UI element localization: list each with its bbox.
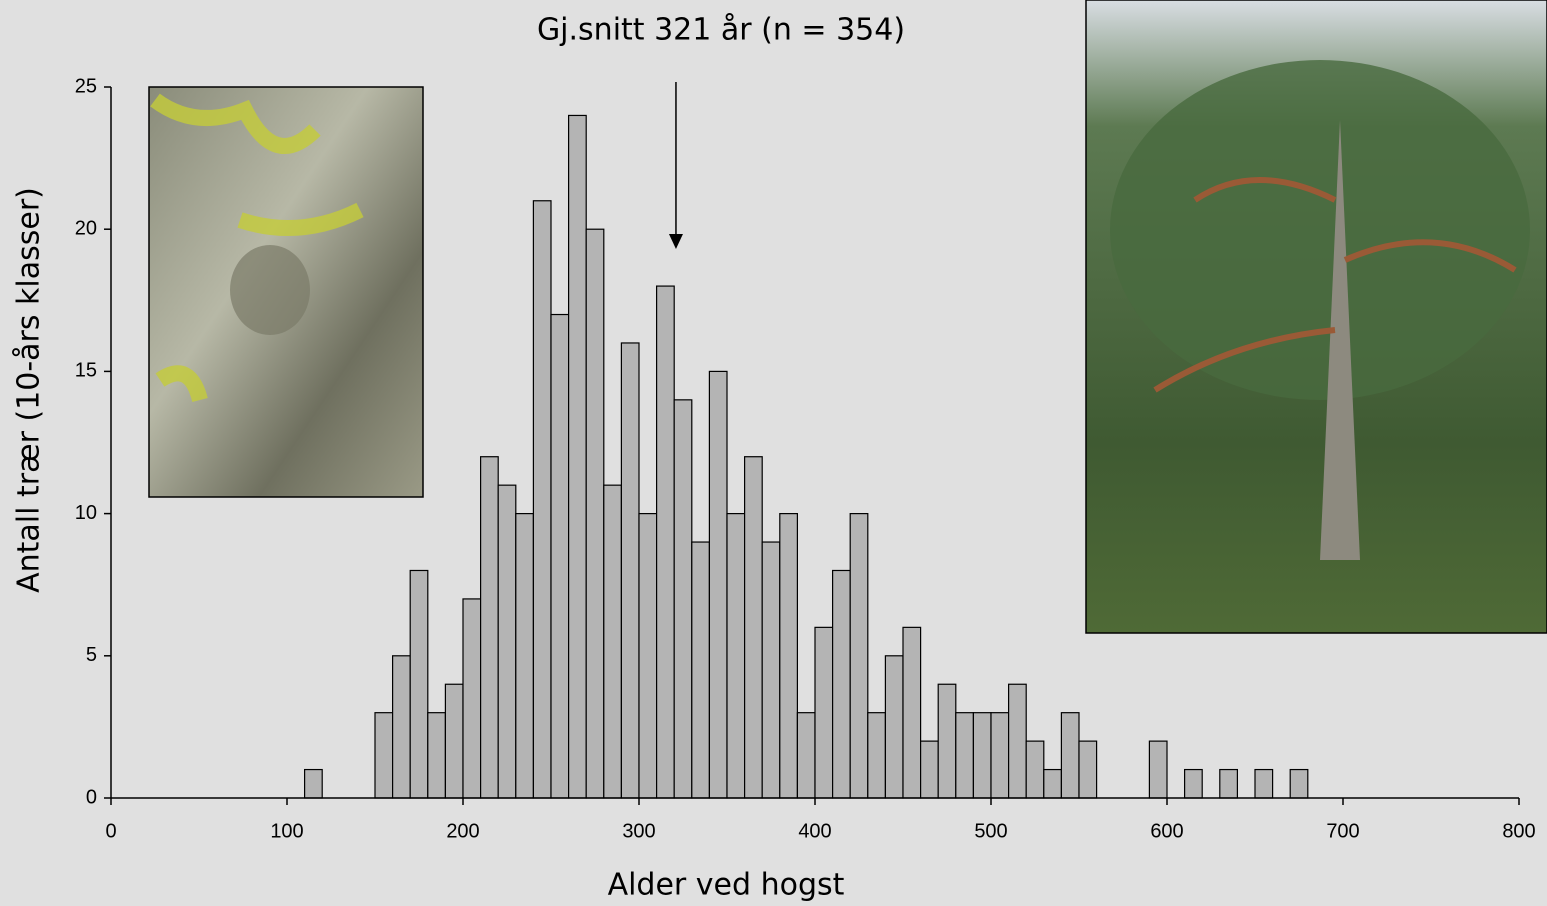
bar <box>1148 740 1168 799</box>
bar <box>1043 768 1063 799</box>
photo-pine <box>1085 0 1547 634</box>
bar <box>603 484 622 799</box>
x-tick-label: 300 <box>622 820 655 842</box>
bar <box>638 512 658 799</box>
bar <box>1060 712 1080 799</box>
bar <box>708 370 728 799</box>
bar <box>497 484 517 799</box>
x-tick-label: 0 <box>105 820 116 842</box>
bar <box>919 740 939 799</box>
bar <box>990 712 1010 799</box>
bar <box>304 768 323 799</box>
bar <box>444 683 464 799</box>
y-tick-label: 20 <box>75 217 97 239</box>
bar <box>567 114 587 799</box>
y-tick-label: 0 <box>86 786 97 808</box>
x-axis-label: Alder ved hogst <box>608 868 845 903</box>
bar <box>480 456 499 799</box>
bar <box>814 626 834 799</box>
bar <box>374 712 394 799</box>
bar <box>743 456 763 799</box>
bar <box>955 712 974 799</box>
bar <box>867 712 886 799</box>
y-tick-label: 25 <box>75 75 97 97</box>
bar <box>902 626 922 799</box>
x-tick-label: 700 <box>1326 820 1359 842</box>
bar <box>1007 683 1027 799</box>
mean-arrowhead <box>668 234 683 249</box>
bar <box>409 569 429 799</box>
bar <box>972 712 992 799</box>
bar <box>462 598 482 799</box>
bar <box>1078 740 1098 799</box>
bar <box>1289 768 1309 799</box>
bar <box>427 712 446 799</box>
bar <box>937 683 957 799</box>
bar <box>392 655 411 799</box>
x-tick-label: 800 <box>1502 820 1535 842</box>
bar <box>726 512 746 799</box>
bar <box>849 512 869 799</box>
bar <box>761 541 781 799</box>
y-tick-label: 10 <box>75 502 97 524</box>
bar <box>550 313 570 799</box>
bar <box>691 541 710 799</box>
x-tick-label: 100 <box>270 820 303 842</box>
y-tick-label: 5 <box>86 644 97 666</box>
bar <box>1025 740 1045 799</box>
bar <box>1219 768 1239 799</box>
bar <box>884 655 904 799</box>
x-tick-label: 200 <box>446 820 479 842</box>
bar <box>1183 768 1203 799</box>
bar <box>620 342 640 799</box>
x-tick-label: 600 <box>1150 820 1183 842</box>
y-axis-label: Antall trær (10-års klasser) <box>12 187 47 593</box>
bar <box>673 399 693 799</box>
y-tick-label: 15 <box>75 360 97 382</box>
bar <box>655 285 675 799</box>
bar <box>796 712 816 799</box>
bar <box>831 569 851 799</box>
bar <box>515 512 534 799</box>
bar <box>532 200 552 799</box>
photo-bark <box>148 86 424 498</box>
bar <box>1254 768 1274 799</box>
chart-title: Gj.snitt 321 år (n = 354) <box>537 13 905 48</box>
bar <box>585 228 605 799</box>
x-tick-label: 500 <box>974 820 1007 842</box>
bar <box>779 512 798 799</box>
x-tick-label: 400 <box>798 820 831 842</box>
